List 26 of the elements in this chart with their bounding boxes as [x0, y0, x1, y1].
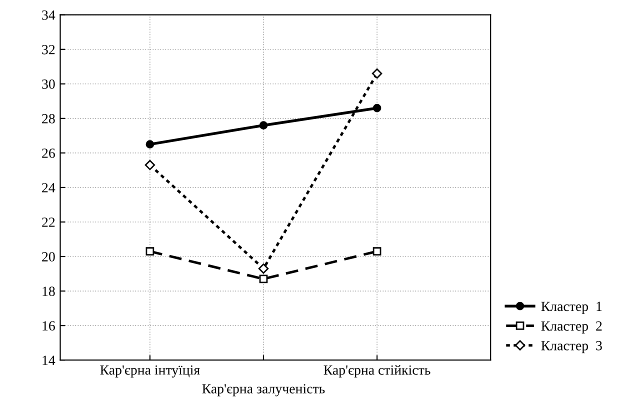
- y-tick-label: 14: [42, 356, 56, 365]
- y-tick-label: 20: [42, 252, 55, 262]
- y-tick-label: 30: [42, 79, 55, 89]
- legend-label: Кластер 2: [541, 321, 602, 334]
- y-tick-label: 34: [42, 10, 56, 20]
- x-tick-label: Кар'єрна стійкість: [324, 365, 430, 378]
- y-tick-label: 26: [42, 148, 55, 158]
- y-tick-label: 28: [42, 114, 55, 124]
- point: [259, 121, 268, 130]
- y-tick-label: 16: [42, 321, 55, 331]
- point: [372, 104, 382, 112]
- point: [258, 263, 269, 274]
- y-tick-label: 24: [42, 183, 56, 192]
- point: [146, 247, 154, 256]
- x-tick-label: Кар'єрна залученість: [202, 384, 325, 396]
- point: [146, 140, 154, 148]
- y-tick-label: 22: [42, 218, 55, 227]
- y-tick-label: 18: [42, 286, 55, 296]
- legend-label: Кластер 3: [541, 341, 602, 354]
- point: [372, 68, 382, 79]
- legend-label: Кластер 1: [541, 302, 602, 314]
- point: [259, 274, 268, 284]
- x-tick-label: Кар'єрна інтуїція: [100, 365, 200, 378]
- point: [144, 160, 156, 170]
- y-tick-label: 32: [42, 44, 55, 54]
- point: [372, 247, 382, 256]
